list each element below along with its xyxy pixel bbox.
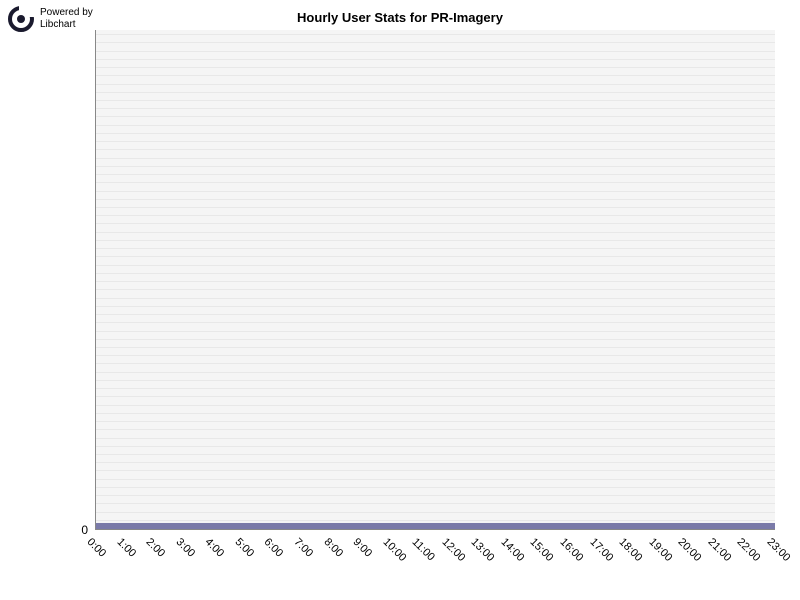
gridline — [96, 232, 775, 233]
gridline — [96, 438, 775, 439]
gridline — [96, 306, 775, 307]
gridline — [96, 322, 775, 323]
gridline — [96, 462, 775, 463]
x-tick-label: 5:00 — [232, 536, 256, 560]
x-tick-label: 11:00 — [410, 536, 437, 563]
gridline — [96, 84, 775, 85]
gridline — [96, 503, 775, 504]
gridline — [96, 116, 775, 117]
gridline — [96, 199, 775, 200]
chart-title: Hourly User Stats for PR-Imagery — [297, 10, 503, 25]
gridline — [96, 289, 775, 290]
gridline — [96, 446, 775, 447]
gridline — [96, 380, 775, 381]
x-tick-label: 7:00 — [291, 536, 315, 560]
gridline — [96, 405, 775, 406]
gridline — [96, 141, 775, 142]
gridline — [96, 42, 775, 43]
y-tick-label: 0 — [81, 523, 88, 537]
gridline — [96, 495, 775, 496]
powered-by-label: Powered by — [40, 7, 93, 19]
x-tick-label: 19:00 — [646, 536, 674, 564]
x-tick-label: 8:00 — [321, 536, 345, 560]
gridline — [96, 413, 775, 414]
x-tick-label: 18:00 — [617, 536, 645, 564]
gridline — [96, 51, 775, 52]
gridline — [96, 191, 775, 192]
gridline — [96, 347, 775, 348]
x-tick-label: 9:00 — [351, 536, 375, 560]
gridline — [96, 512, 775, 513]
gridline — [96, 125, 775, 126]
gridline — [96, 158, 775, 159]
x-tick-label: 12:00 — [439, 536, 467, 564]
gridline — [96, 34, 775, 35]
x-axis-labels: 0:001:002:003:004:005:006:007:008:009:00… — [95, 534, 775, 584]
x-tick-label: 1:00 — [114, 536, 138, 560]
x-tick-label: 0:00 — [85, 536, 109, 560]
logo-block: Powered by Libchart — [8, 6, 93, 32]
x-tick-label: 10:00 — [380, 536, 408, 564]
x-tick-label: 14:00 — [498, 536, 526, 564]
gridline — [96, 108, 775, 109]
x-tick-label: 15:00 — [528, 536, 556, 564]
gridline — [96, 75, 775, 76]
gridline — [96, 487, 775, 488]
gridline — [96, 388, 775, 389]
x-tick-label: 22:00 — [735, 536, 763, 564]
gridline — [96, 273, 775, 274]
gridline — [96, 281, 775, 282]
gridline — [96, 223, 775, 224]
gridline — [96, 454, 775, 455]
x-tick-label: 6:00 — [262, 536, 286, 560]
gridline — [96, 166, 775, 167]
gridline — [96, 355, 775, 356]
gridline — [96, 520, 775, 521]
gridline — [96, 429, 775, 430]
x-tick-label: 21:00 — [705, 536, 733, 564]
x-tick-label: 4:00 — [203, 536, 227, 560]
gridline — [96, 298, 775, 299]
logo-text: Powered by Libchart — [40, 7, 93, 31]
x-tick-label: 16:00 — [558, 536, 586, 564]
gridline — [96, 59, 775, 60]
gridline — [96, 100, 775, 101]
gridline — [96, 363, 775, 364]
gridline — [96, 265, 775, 266]
gridline — [96, 182, 775, 183]
x-tick-label: 3:00 — [173, 536, 197, 560]
gridline — [96, 339, 775, 340]
gridline — [96, 207, 775, 208]
gridline — [96, 149, 775, 150]
gridline — [96, 372, 775, 373]
gridline — [96, 256, 775, 257]
x-tick-label: 13:00 — [469, 536, 497, 564]
gridline — [96, 248, 775, 249]
gridline — [96, 92, 775, 93]
x-tick-label: 20:00 — [676, 536, 704, 564]
x-tick-label: 23:00 — [765, 536, 793, 564]
x-tick-label: 2:00 — [144, 536, 168, 560]
gridline — [96, 133, 775, 134]
gridline — [96, 421, 775, 422]
bottom-band — [96, 523, 775, 529]
gridline — [96, 331, 775, 332]
gridline — [96, 174, 775, 175]
gridline — [96, 67, 775, 68]
gridline — [96, 240, 775, 241]
gridline — [96, 479, 775, 480]
libchart-label: Libchart — [40, 19, 93, 31]
gridline — [96, 396, 775, 397]
x-tick-label: 17:00 — [587, 536, 615, 564]
gridline — [96, 314, 775, 315]
gridline — [96, 470, 775, 471]
plot-area — [95, 30, 775, 530]
gridline — [96, 215, 775, 216]
libchart-logo-icon — [8, 6, 34, 32]
